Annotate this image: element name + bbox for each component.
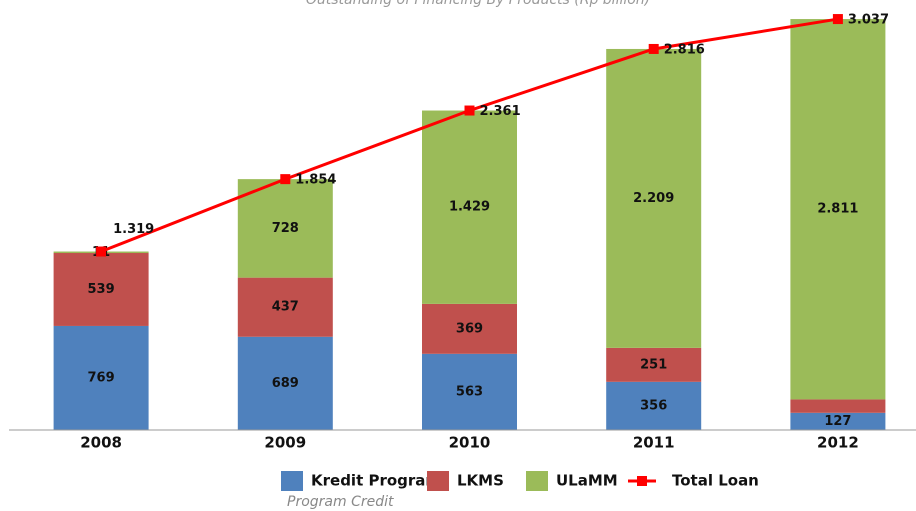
- bar-segment: [237, 336, 333, 430]
- bar-segment: [237, 179, 333, 278]
- bar-segment: [422, 110, 517, 304]
- x-tick-label: 2008: [80, 434, 122, 452]
- data-label: 539: [88, 282, 115, 297]
- legend-label: LKMS: [457, 472, 504, 490]
- legend-label: Total Loan: [672, 472, 759, 490]
- x-tick-label: 2010: [449, 434, 491, 452]
- line-marker: [648, 43, 659, 54]
- line-marker: [464, 105, 475, 116]
- data-label: 127: [824, 414, 851, 429]
- bar-segment: [790, 412, 886, 430]
- legend-label: Kredit Program: [311, 472, 441, 490]
- data-label: 1.319: [113, 222, 154, 237]
- bar-segment: [422, 353, 517, 430]
- chart-title: Outstanding of Financing By Products (Rp…: [306, 0, 650, 8]
- data-label: 1.854: [295, 173, 336, 188]
- data-label: 2.816: [664, 42, 705, 57]
- data-label: 369: [456, 321, 483, 336]
- data-label: 437: [272, 300, 299, 315]
- legend-swatch: [281, 471, 303, 491]
- bar-segment: [422, 303, 517, 354]
- line-marker: [280, 174, 291, 185]
- bar-segment: [790, 399, 886, 413]
- data-label: 356: [640, 398, 667, 413]
- bar-segment: [53, 325, 149, 430]
- x-tick-label: 2011: [633, 434, 675, 452]
- data-label: 769: [88, 370, 115, 385]
- bar-segment: [53, 253, 149, 326]
- data-label: 251: [640, 357, 667, 372]
- data-label: 689: [272, 376, 299, 391]
- bar-segment: [237, 277, 333, 337]
- data-label: 2.811: [817, 202, 858, 217]
- bar-segment: [606, 347, 702, 382]
- legend-swatch: [427, 471, 449, 491]
- bar-segment: [606, 48, 702, 348]
- data-label: 728: [272, 221, 299, 236]
- x-tick-label: 2009: [264, 434, 306, 452]
- legend-label: ULaMM: [556, 472, 618, 490]
- bar-segment: [606, 381, 702, 430]
- bar-segment: [790, 19, 886, 400]
- line-marker: [832, 14, 843, 25]
- legend-marker: [637, 476, 647, 486]
- data-label: 2.361: [480, 104, 521, 119]
- data-label: 2.209: [633, 191, 674, 206]
- line-marker: [96, 246, 107, 257]
- legend-swatch: [526, 471, 548, 491]
- data-label: 563: [456, 384, 483, 399]
- x-tick-label: 2012: [817, 434, 859, 452]
- data-label: 1.429: [449, 200, 490, 215]
- legend-note: Program Credit: [287, 494, 394, 510]
- data-label: 3.037: [848, 13, 889, 28]
